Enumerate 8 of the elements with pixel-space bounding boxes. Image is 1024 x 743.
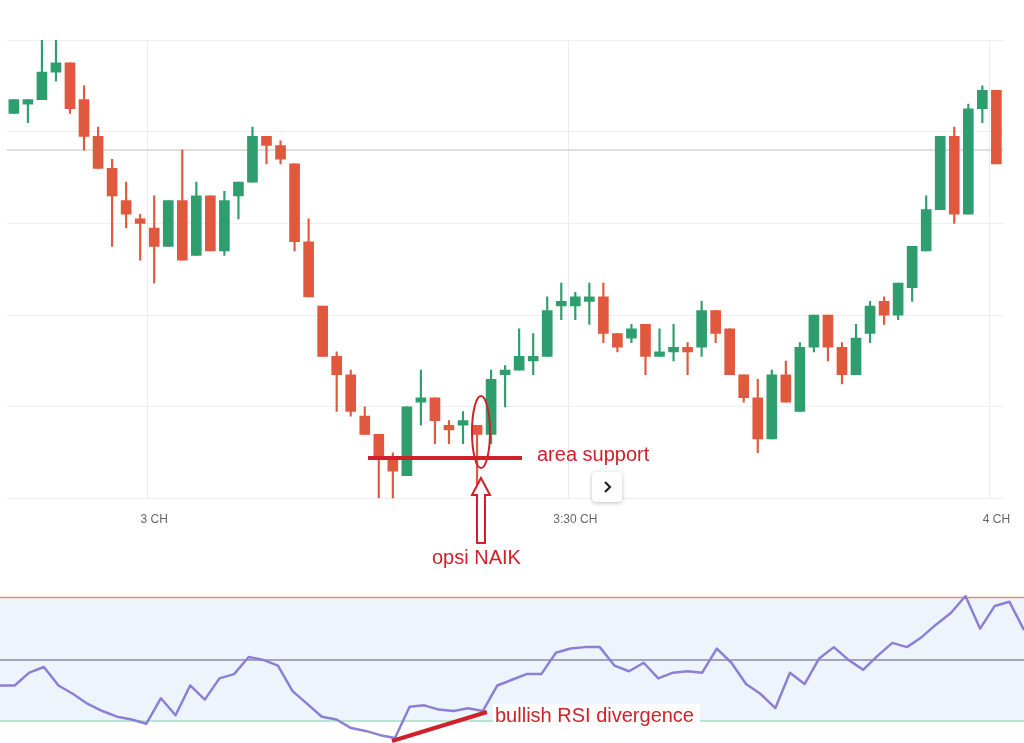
x-tick-label: 4 CH [982, 512, 1011, 527]
x-tick-label: 3:30 CH [553, 512, 598, 527]
candlestick [654, 328, 665, 357]
annotation: bullish RSI divergence [493, 704, 700, 727]
annotation: area support [537, 443, 650, 466]
candlestick [668, 324, 679, 362]
x-tick-label: 3 CH [140, 512, 168, 527]
text: opsi NAIK [432, 546, 521, 569]
